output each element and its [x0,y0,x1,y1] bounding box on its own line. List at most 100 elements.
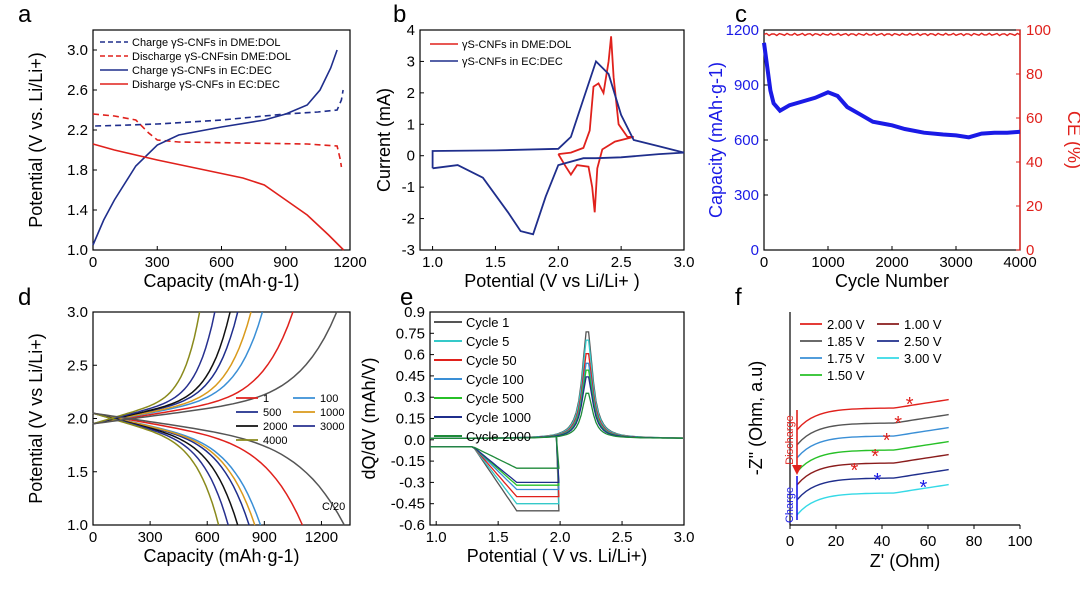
dqdv-charge-curve [430,392,683,439]
nyquist-curve [796,413,949,446]
x-axis-title-d: Capacity (mAh·g-1) [143,546,299,566]
series-line [95,89,344,127]
series-line [92,143,345,251]
x-tick-label-c: 3000 [939,254,972,271]
plot-frame-b [419,29,685,251]
series-line [92,49,338,246]
x-tick-label-b: 1.0 [422,254,443,271]
y-tick-label-b: -2 [402,211,415,228]
capacity-series [762,42,1021,140]
nyquist-curve [796,483,949,516]
x-tick-label-a: 600 [209,254,234,271]
legend-label: Charge γS-CNFs in DME:DOL [132,37,281,49]
x-tick-label-d: 900 [252,529,277,546]
y-tick-label-d: 3.0 [67,304,88,321]
y-axis-title-d: Potential (V vs Li/Li+) [26,333,46,504]
x-tick-label-a: 1200 [333,254,366,271]
discharge-curve [92,412,250,526]
x-tick-label-e: 1.0 [426,529,447,546]
legend-label: 3000 [320,421,344,433]
x-tick-label-c: 1000 [811,254,844,271]
legend-label: 100 [320,393,338,405]
x-tick-label-e: 2.5 [612,529,633,546]
panel-label-b: b [393,1,406,28]
y-tick-label-e: 0.75 [396,325,425,342]
discharge-curve [92,412,256,526]
y-tick-label-a: 1.4 [67,202,88,219]
legend-label: Cycle 2000 [466,429,531,444]
legend-label: 2.50 V [904,334,942,349]
x-tick-label-c: 0 [760,254,768,271]
x-tick-label-f: 20 [828,533,845,550]
legend-label: 2.00 V [827,317,865,332]
dqdv-discharge-curve [430,436,560,469]
y-tick-label-e: -0.6 [399,517,425,534]
y-tick-label-d: 1.0 [67,517,88,534]
x-tick-label-f: 60 [920,533,937,550]
transition-marker: * [871,446,879,468]
legend-label: 1.00 V [904,317,942,332]
y-tick-label-b: 1 [407,116,415,133]
y2-tick-label-c: 80 [1026,66,1043,83]
x-tick-label-b: 1.5 [485,254,506,271]
y-tick-label-a: 2.2 [67,122,88,139]
x-tick-label-f: 100 [1007,533,1032,550]
y-tick-label-d: 2.5 [67,357,88,374]
y-tick-label-e: 0.6 [404,347,425,364]
y-tick-label-e: 0.15 [396,411,425,428]
y-tick-label-b: -3 [402,242,415,259]
x-tick-label-a: 900 [273,254,298,271]
dqdv-discharge-curve [430,436,560,491]
legend-label: Cycle 5 [466,334,509,349]
x-tick-label-c: 2000 [875,254,908,271]
panel-label-c: c [735,1,747,28]
y-tick-label-b: 0 [407,148,415,165]
discharge-label: Discharge [784,415,796,465]
discharge-curve [92,412,345,526]
y-tick-label-b: 4 [407,22,415,39]
y-tick-label-e: 0.3 [404,389,425,406]
legend-label: 500 [263,407,281,419]
charge-curve [92,311,231,425]
y-tick-label-a: 1.0 [67,242,88,259]
x-tick-label-a: 0 [89,254,97,271]
legend-label: 1.50 V [827,368,865,383]
transition-marker: * [883,430,891,452]
nyquist-curve [796,453,949,486]
c20-annotation: C/20 [322,501,345,513]
x-axis-title-f: Z' (Ohm) [870,551,940,571]
transition-marker: * [894,413,902,435]
y-tick-label-e: -0.3 [399,474,425,491]
x-tick-label-a: 300 [145,254,170,271]
x-axis-title-a: Capacity (mAh·g-1) [143,271,299,291]
y2-axis-title-c: CE (%) [1064,111,1080,169]
y-tick-label-d: 2.0 [67,411,88,428]
legend-label: Cycle 1 [466,315,509,330]
y-tick-label-c: 300 [734,187,759,204]
y-tick-label-c: 1200 [726,22,759,39]
y-tick-label-b: 2 [407,85,415,102]
series-line [431,59,685,236]
legend-label: 1.75 V [827,351,865,366]
legend-label: Cycle 50 [466,353,517,368]
x-tick-label-d: 300 [138,529,163,546]
charge-curve [92,311,201,425]
y-axis-title-e: dQ/dV (mAh/V) [359,357,379,479]
legend-label: Cycle 1000 [466,410,531,425]
legend-label: Cycle 500 [466,391,524,406]
legend-label: 4000 [263,435,287,447]
y-tick-label-e: 0.9 [404,304,425,321]
panel-label-e: e [400,284,413,311]
legend-label: Cycle 100 [466,372,524,387]
y-tick-label-e: -0.45 [391,496,425,513]
y2-tick-label-c: 20 [1026,198,1043,215]
x-tick-label-f: 0 [786,533,794,550]
panel-label-a: a [18,1,32,28]
plot-frame-a [92,29,351,251]
y-tick-label-c: 0 [751,242,759,259]
legend-label: Discharge γS-CNFsin DME:DOL [132,51,291,63]
discharge-curve [92,412,220,526]
x-tick-label-b: 2.0 [548,254,569,271]
legend-label: 1 [263,393,269,405]
ce-series [763,32,1021,37]
